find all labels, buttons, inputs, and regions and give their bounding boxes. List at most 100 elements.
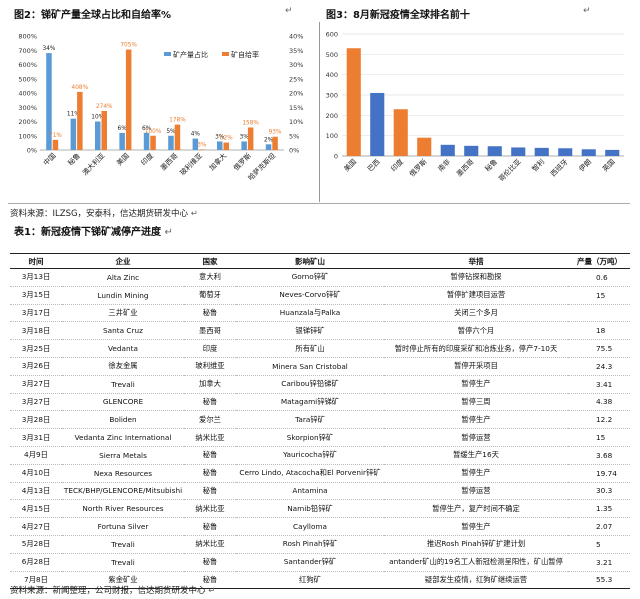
share-bar <box>46 53 52 150</box>
share-bar <box>241 141 247 150</box>
cell-country: 秘鲁 <box>184 393 236 412</box>
right-axis-tick-label: 30% <box>289 61 303 69</box>
cell-measure: 暂停六个月 <box>384 321 568 341</box>
table-row: 5月28日 Trevali 纳米比亚 Rosh Pinah锌矿 推迟Rosh Pinah… <box>10 535 630 554</box>
table-title-text: 表1：新冠疫情下锑矿减停产进度 <box>14 227 161 238</box>
self-sufficiency-bar-label: 93% <box>269 130 282 136</box>
self-sufficiency-bar <box>77 91 83 150</box>
case-bar <box>440 144 455 156</box>
antimony-share-chart: 0% 100% 200% 300% 400% 500% 600% 700% 800% 0% 5% 10… <box>18 33 303 183</box>
right-axis-tick-label: 10% <box>289 118 303 126</box>
case-bar <box>393 109 408 156</box>
cell-country: 葡萄牙 <box>184 286 236 305</box>
cell-output: 0.6 <box>568 268 630 287</box>
self-sufficiency-bar <box>101 110 107 150</box>
share-bar-label: 4% <box>191 132 201 138</box>
cell-time: 3月25日 <box>10 339 62 358</box>
cell-company: North River Resources <box>62 499 184 519</box>
production-cut-table: 时间 企业 国家 影响矿山 举措 产量（万吨） 3月13日 Alta Zinc 意大… <box>10 253 630 590</box>
cell-country: 印度 <box>184 339 236 358</box>
cell-time: 3月26日 <box>10 357 62 376</box>
category-label: 伊朗 <box>577 157 593 173</box>
category-label: 秘鲁 <box>483 157 499 173</box>
cell-time: 3月28日 <box>10 410 62 430</box>
cell-country: 秘鲁 <box>184 482 236 501</box>
right-axis-tick-label: 0% <box>289 147 299 155</box>
cell-country: 加拿大 <box>184 375 236 394</box>
cell-mine: 所有矿山 <box>236 339 384 358</box>
cell-output: 30.3 <box>568 482 630 501</box>
self-sufficiency-bar <box>150 135 156 150</box>
cell-time: 7月8日 <box>10 571 62 590</box>
table-row: 4月9日 Sierra Metals 秘鲁 Yauricocha锌矿 暂缓生产16天 3.… <box>10 446 630 465</box>
category-label: 美国 <box>115 151 131 167</box>
cell-output: 75.5 <box>568 339 630 358</box>
table-row: 3月15日 Lundin Mining 葡萄牙 Neves-Corvo锌矿 暂停扩建项目… <box>10 286 630 305</box>
cell-country: 墨西哥 <box>184 321 236 341</box>
share-bar <box>95 121 101 150</box>
cell-output: 55.3 <box>568 571 630 590</box>
category-label: 智利 <box>530 157 546 173</box>
cell-output: 12.2 <box>568 410 630 430</box>
y-axis-tick-label: 0 <box>334 153 338 161</box>
cell-company: Lundin Mining <box>62 286 184 305</box>
cell-company: 三井矿业 <box>62 304 184 323</box>
cell-measure: 暂停生产，复产时间不确定 <box>384 499 568 519</box>
category-label: 哥伦比亚 <box>497 157 523 183</box>
cell-mine: 银锑锌矿 <box>236 321 384 341</box>
cell-output: 3.41 <box>568 375 630 394</box>
cell-company: Trevali <box>62 375 184 394</box>
cell-country: 玻利维亚 <box>184 357 236 376</box>
cell-measure: 暂时停止所有的印度采矿和冶炼业务，停产7-10天 <box>384 339 568 358</box>
share-bar-label: 3% <box>240 134 250 140</box>
table-row: 3月18日 Santa Cruz 墨西哥 银锑锌矿 暂停六个月 18 <box>10 321 630 341</box>
cell-mine: Antamina <box>236 482 384 501</box>
header-mine: 影响矿山 <box>236 253 384 269</box>
case-bar <box>581 149 596 156</box>
cell-output: 15 <box>568 428 630 447</box>
cell-mine: Neves-Corvo锌矿 <box>236 286 384 305</box>
chart-divider <box>319 22 320 202</box>
share-bar-label: 5% <box>166 129 176 135</box>
cell-mine: Namib铅锌矿 <box>236 499 384 519</box>
share-bar <box>192 138 199 150</box>
cell-measure: 暂停生产 <box>384 375 568 394</box>
case-bar <box>417 137 432 156</box>
case-bar <box>370 92 385 156</box>
cell-time: 3月27日 <box>10 375 62 394</box>
self-sufficiency-bar <box>125 49 132 150</box>
cell-time: 4月13日 <box>10 482 62 501</box>
cell-mine: 红狗矿 <box>236 571 384 590</box>
cell-country: 意大利 <box>184 268 236 287</box>
cell-country: 秘鲁 <box>184 553 236 572</box>
cell-mine: Caylloma <box>236 517 384 536</box>
cell-time: 3月17日 <box>10 304 62 323</box>
cell-time: 4月27日 <box>10 517 62 536</box>
cell-mine: Skorpion锌矿 <box>236 428 384 447</box>
chart-source-text: 资料来源：ILZSG，安泰科，信达期货研发中心 <box>10 209 189 219</box>
cell-output: 19.74 <box>568 464 630 483</box>
cell-country: 秘鲁 <box>184 571 236 590</box>
cell-mine: Minera San Cristobal <box>236 357 384 376</box>
self-sufficiency-bar <box>174 124 181 150</box>
table-title: 表1：新冠疫情下锑矿减停产进度 ↵ <box>14 223 173 238</box>
self-sufficiency-bar-label: 3% <box>197 142 207 148</box>
cell-mine: Caribou锌铅锑矿 <box>236 375 384 394</box>
category-label: 澳大利亚 <box>80 151 106 177</box>
share-bar-label: 10% <box>91 115 104 121</box>
cell-company: Santa Cruz <box>62 321 184 341</box>
charts-bottom-rule <box>8 203 630 204</box>
table-row: 3月27日 GLENCORE 秘鲁 Matagami锌锑矿 暂停三周 4.38 <box>10 393 630 412</box>
category-label: 西班牙 <box>548 157 569 178</box>
cell-company: Sierra Metals <box>62 446 184 465</box>
left-axis-tick-label: 0% <box>27 147 37 155</box>
cell-output: 4.38 <box>568 393 630 412</box>
cell-country: 秘鲁 <box>184 446 236 465</box>
self-sufficiency-bar-label: 71% <box>49 133 62 139</box>
chart1-title-text: 图2：锑矿产量全球占比和自给率% <box>14 10 171 21</box>
cell-time: 3月13日 <box>10 268 62 287</box>
left-axis-tick-label: 800% <box>18 33 37 41</box>
table-header-row: 时间 企业 国家 影响矿山 举措 产量（万吨） <box>10 253 630 269</box>
case-bar <box>511 147 526 156</box>
share-bar-label: 2% <box>264 137 274 143</box>
